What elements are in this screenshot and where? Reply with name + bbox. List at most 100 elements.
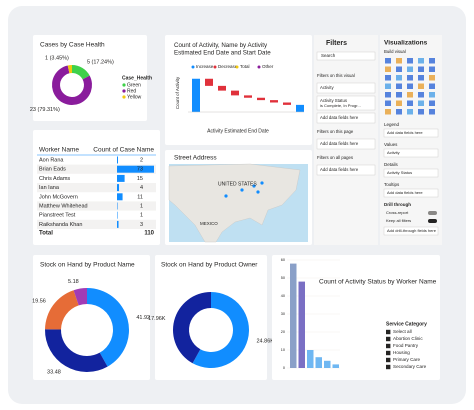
cell: 1 [140,203,143,209]
bar [290,263,297,368]
viz-icon [429,100,435,106]
viz-icon [418,75,424,81]
waterfall-bar [205,78,213,86]
legend-item: Primary Care [393,357,421,362]
legend-title: Case_Health [122,75,152,81]
toggle-label: Keep all filters [386,218,411,223]
filter-card [316,164,376,176]
viz-icon [396,75,402,81]
pane-title: Visualizations [384,40,428,47]
bar [307,350,314,368]
viz-icon [407,58,413,64]
field-well [383,226,439,236]
table-bar [117,165,154,173]
viz-icon [385,92,391,98]
legend-dot [235,65,239,69]
filter-text: Activity [320,85,334,90]
pane-title: Filters [326,40,347,47]
donut-slice [73,288,87,306]
waterfall-bar [270,100,278,103]
legend-item: Food Pantry [393,343,419,348]
legend-item: Secondary Care [393,364,427,369]
legend-dot [122,83,126,87]
table-bar [117,202,118,210]
data-label: 1 (3.45%) [45,56,69,62]
y-tick-label: 40 [281,294,285,298]
field-value: Add drill-through fields here [387,228,437,233]
table-bar [117,220,119,228]
waterfall-bar [296,104,304,112]
field-well [383,168,439,178]
drill-title: Drill through [384,202,411,207]
y-tick-label: 60 [281,258,285,262]
filter-card [316,82,376,94]
viz-icon [429,66,435,72]
legend-item: Red [127,88,136,94]
toggle[interactable] [428,219,437,223]
table-bar [117,184,120,192]
y-tick-label: 10 [281,348,285,352]
checkbox[interactable] [386,343,391,349]
y-tick-label: 30 [281,312,285,316]
total-value: 110 [144,231,154,237]
map-label: UNITED STATES [218,181,257,187]
title: Cases by Case Health [40,42,105,49]
viz-icon [407,66,413,72]
column-header: Worker Name [39,147,79,154]
legend-item: Yellow [127,94,142,100]
field-well [383,188,439,198]
viz-icon [396,92,402,98]
table-bar [117,174,125,182]
title: Stock on Hand by Product Name [40,262,135,269]
axis-title: Count of Activity [175,76,180,109]
filter-card [316,95,376,111]
card [165,35,312,145]
toggle[interactable] [428,211,437,215]
map-point [252,184,256,188]
viz-icon [418,83,424,89]
map-land [168,163,301,243]
checkbox[interactable] [386,357,391,363]
checkbox[interactable] [386,364,391,370]
total-label: Total [39,231,53,237]
bar [332,364,339,368]
checkbox[interactable] [386,329,391,335]
viz-icon [385,58,391,64]
field-label: Legend [384,122,400,127]
search-box [316,51,376,61]
checkbox[interactable] [386,350,391,356]
legend-title: Service Category [386,321,427,327]
filter-text: Add data fields here [320,141,359,146]
viz-icon [418,66,424,72]
legend-dot [213,65,217,69]
data-label: 41.92 [136,315,150,321]
data-label: 33.48 [47,370,61,376]
legend-item: Decrease [218,64,238,69]
donut-slice [192,292,250,368]
cell: Matthew Whitehead [39,203,88,209]
row-band [37,219,156,229]
legend-item: Abortion Clinic [393,336,423,341]
viz-icon [407,109,413,115]
field-value: Add data fields here [387,190,423,195]
search-placeholder: Search [321,53,336,58]
donut-slice [72,65,90,80]
cell: 1 [140,213,143,219]
cell: 15 [137,176,143,182]
donut-slice [173,292,211,364]
viz-icon [385,83,391,89]
cell: Ian Iana [39,185,60,191]
column-header: Count of Case Name [93,147,154,154]
viz-icon [407,75,413,81]
cell: Brian Eads [39,167,66,173]
legend-item: Green [127,82,141,88]
cell: 2 [140,157,143,163]
filter-heading: Filters on this visual [317,73,355,78]
data-label: 23 (79.31%) [30,107,60,113]
viz-icon [396,100,402,106]
map-point [256,190,260,194]
legend-dot [191,65,195,69]
checkbox[interactable] [386,336,391,342]
viz-icon [418,58,424,64]
viz-icon [429,58,435,64]
